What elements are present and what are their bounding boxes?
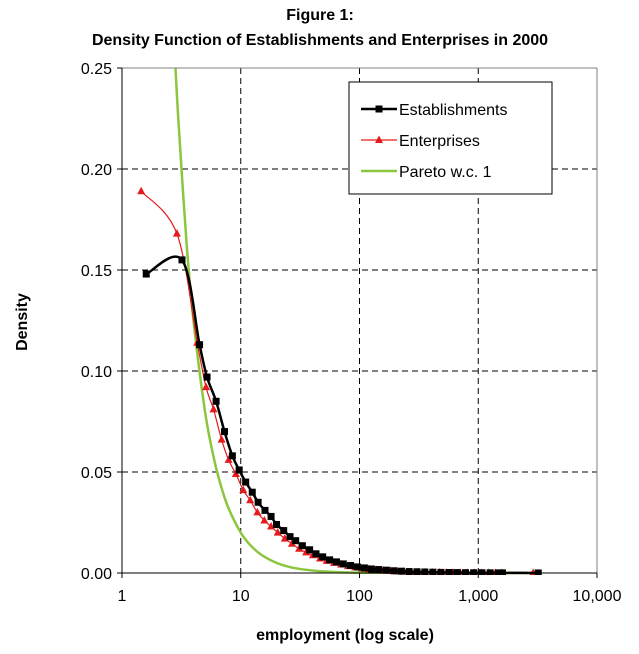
point-establishments — [272, 521, 280, 529]
point-enterprises — [202, 382, 211, 391]
point-establishments — [261, 506, 269, 514]
point-establishments — [421, 568, 429, 575]
point-establishments — [196, 341, 204, 349]
point-establishments — [375, 566, 383, 574]
point-establishments — [413, 568, 421, 575]
point-enterprises — [217, 435, 226, 443]
legend-marker-establishments — [375, 105, 383, 113]
series-establishments — [142, 255, 542, 575]
point-enterprises — [302, 547, 311, 556]
point-establishments — [326, 556, 334, 564]
point-establishments — [461, 569, 469, 575]
legend-label-pareto: Pareto w.c. 1 — [399, 164, 492, 181]
point-enterprises — [273, 528, 282, 536]
point-establishments — [267, 512, 275, 520]
x-tick-label: 10,000 — [573, 588, 622, 605]
point-establishments — [360, 564, 368, 572]
y-tick-label: 0.05 — [81, 465, 112, 482]
point-establishments — [429, 568, 437, 575]
point-establishments — [306, 546, 314, 554]
legend-label-establishments: Establishments — [399, 102, 508, 119]
point-establishments — [298, 542, 306, 550]
point-enterprises — [209, 404, 218, 413]
point-establishments — [332, 558, 340, 566]
point-establishments — [470, 569, 478, 575]
point-establishments — [390, 567, 398, 575]
legend-marker-enterprises — [375, 135, 383, 143]
point-establishments — [286, 533, 294, 541]
point-establishments — [178, 256, 186, 264]
point-establishments — [203, 373, 211, 381]
x-tick-label: 1,000 — [458, 588, 498, 605]
point-establishments — [397, 567, 405, 575]
point-establishments — [382, 566, 390, 574]
point-establishments — [242, 478, 250, 486]
point-establishments — [347, 562, 355, 570]
point-establishments — [280, 527, 288, 535]
point-establishments — [534, 569, 542, 575]
point-establishments — [486, 569, 494, 575]
point-establishments — [494, 569, 502, 575]
legend: Establishments Enterprises Pareto w.c. 1 — [348, 81, 553, 195]
x-tick-label: 10 — [232, 588, 250, 605]
point-establishments — [248, 488, 256, 496]
y-tick-label: 0.20 — [81, 162, 112, 179]
legend-item-pareto: Pareto w.c. 1 — [361, 164, 492, 181]
point-establishments — [437, 568, 445, 575]
x-tick-label: 1 — [118, 588, 127, 605]
point-establishments — [212, 397, 220, 405]
legend-box — [348, 81, 553, 195]
point-enterprises — [224, 455, 233, 463]
chart-subtitle: Density Function of Establishments and E… — [92, 32, 548, 49]
legend-item-establishments: Establishments — [361, 102, 508, 119]
point-establishments — [235, 466, 243, 474]
point-establishments — [353, 563, 361, 571]
y-tick-label: 0.00 — [81, 566, 112, 583]
y-tick-label: 0.15 — [81, 263, 112, 280]
point-establishments — [405, 568, 413, 575]
x-tick-label: 100 — [346, 588, 373, 605]
point-establishments — [319, 553, 327, 561]
point-establishments — [292, 537, 300, 545]
point-establishments — [254, 498, 262, 506]
point-establishments — [142, 270, 150, 278]
x-axis-title: employment (log scale) — [256, 627, 434, 644]
point-establishments — [221, 428, 229, 436]
point-establishments — [228, 452, 236, 460]
point-establishments — [445, 568, 453, 575]
point-establishments — [498, 569, 506, 575]
point-enterprises — [287, 539, 296, 547]
point-establishments — [367, 565, 375, 573]
chart-title: Figure 1: — [286, 7, 354, 24]
y-tick-label: 0.25 — [81, 61, 112, 78]
legend-item-enterprises: Enterprises — [361, 133, 480, 150]
point-establishments — [453, 569, 461, 575]
point-establishments — [312, 550, 320, 558]
point-enterprises — [239, 485, 248, 494]
point-establishments — [339, 560, 347, 568]
point-establishments — [478, 569, 486, 575]
point-enterprises — [246, 495, 255, 504]
point-enterprises — [137, 186, 146, 195]
series-enterprises — [137, 186, 537, 575]
axes: 0.00 0.05 0.10 0.15 0.20 0.25 1 10 100 1,000 10,00… — [81, 61, 622, 605]
legend-label-enterprises: Enterprises — [399, 133, 480, 150]
point-enterprises — [172, 229, 181, 237]
y-tick-label: 0.10 — [81, 364, 112, 381]
point-enterprises — [260, 515, 269, 524]
point-enterprises — [253, 507, 262, 516]
y-axis-title: Density — [14, 293, 31, 351]
